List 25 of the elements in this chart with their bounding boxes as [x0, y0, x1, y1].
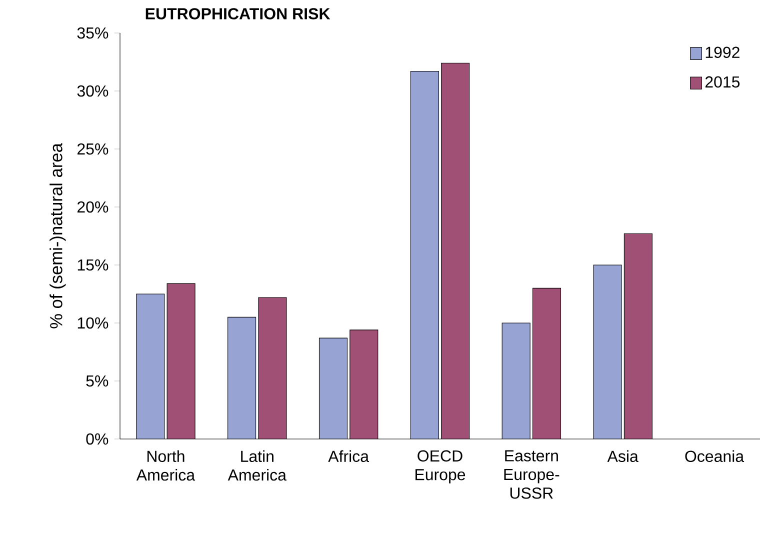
y-tick-label: 30%	[77, 85, 108, 97]
x-tick-label: Asia	[607, 450, 638, 462]
y-tick-label: 20%	[77, 201, 108, 213]
x-tick-label: Latin America	[228, 450, 286, 481]
bar	[441, 63, 470, 439]
bar	[167, 284, 196, 439]
legend-label: 2015	[705, 76, 740, 88]
y-axis-title: % of (semi-)natural area	[50, 143, 66, 328]
y-tick-label: 15%	[78, 259, 108, 271]
x-tick-label: OECD Europe	[416, 450, 466, 484]
x-tick-label: Africa	[328, 450, 370, 462]
x-tick-label: North America	[136, 450, 196, 481]
x-tick-label: Oceania	[685, 450, 744, 462]
y-tick-label: 35%	[77, 27, 108, 39]
x-tick-label: Eastern Europe-USSR	[504, 450, 560, 499]
chart-title: EUTROPHICATION RISK	[146, 8, 330, 20]
legend-label: 1992	[706, 46, 740, 58]
y-tick-label: 10%	[78, 317, 108, 329]
y-tick-label: 5%	[86, 375, 108, 387]
bar	[532, 288, 561, 439]
y-tick-label: 25%	[77, 143, 108, 155]
bar	[258, 297, 286, 439]
bar	[350, 330, 378, 439]
y-tick-label: 0%	[86, 433, 108, 445]
bar	[624, 233, 652, 439]
